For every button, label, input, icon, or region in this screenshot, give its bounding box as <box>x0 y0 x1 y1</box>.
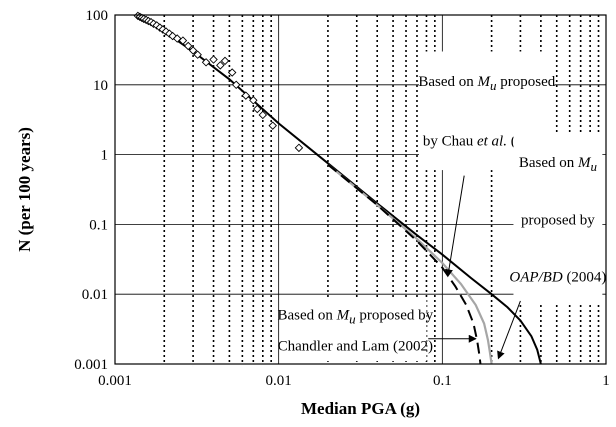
annotation-line: Based on Mu proposed by <box>277 308 433 327</box>
x-tick-label: 1 <box>602 373 610 389</box>
y-tick-label: 0.01 <box>82 287 108 303</box>
annotation-line: Based on Mu <box>519 155 598 174</box>
annotation-chandler: Based on Mu proposed by Chandler and Lam … <box>277 299 477 362</box>
annotation-line: OAP/BD (2004) <box>509 269 606 285</box>
data-point-diamond <box>231 80 241 90</box>
y-axis-title: N (per 100 years) <box>15 127 34 252</box>
y-tick-label: 0.001 <box>74 357 108 373</box>
data-point-diamond <box>227 68 237 77</box>
x-tick-label: 0.01 <box>266 373 292 389</box>
data-point-diamond <box>258 110 268 120</box>
data-point-diamond <box>201 58 211 67</box>
data-point-diamond <box>188 46 198 55</box>
data-point-diamond <box>294 143 304 153</box>
series-group <box>138 15 542 365</box>
data-point-diamond <box>168 31 177 41</box>
annotation-line: Based on Mu proposed <box>418 74 555 93</box>
plot-frame <box>114 14 607 365</box>
annotation-background <box>284 299 427 362</box>
series-line-dashed-black <box>327 163 482 365</box>
x-axis-title: Median PGA (g) <box>301 399 420 418</box>
data-point-diamond <box>268 121 277 130</box>
data-point-diamond <box>178 36 188 45</box>
y-tick-label: 1 <box>101 148 109 164</box>
data-point-diamond <box>172 34 182 43</box>
data-point-diamond <box>253 104 262 114</box>
data-point-diamond <box>220 56 230 66</box>
y-tick-label: 10 <box>93 78 108 94</box>
data-point-diamond <box>241 91 251 100</box>
x-tick-label: 0.001 <box>98 373 132 389</box>
series-line-solid-black <box>138 15 542 365</box>
data-point-diamond <box>249 96 258 105</box>
annotation-oap: Based on Mu proposed by OAP/BD (2004) <box>497 133 606 360</box>
annotation-arrow <box>444 175 465 278</box>
annotation-background <box>513 133 603 306</box>
data-point-diamond <box>193 50 202 59</box>
data-point-diamond <box>161 27 171 36</box>
data-point-diamond <box>209 55 218 64</box>
markers-group <box>133 11 304 153</box>
annotation-arrow <box>497 300 521 360</box>
data-point-diamond <box>183 41 193 51</box>
x-tick-label: 0.1 <box>433 373 452 389</box>
data-point-diamond <box>216 61 225 70</box>
annotation-line: proposed by <box>521 212 595 228</box>
y-tick-label: 0.1 <box>89 217 108 233</box>
annotation-line: Chandler and Lam (2002) <box>278 339 433 355</box>
tick-labels: 0.001 0.01 0.1 1 0.001 0.01 0.1 1 10 100 <box>74 8 610 389</box>
y-tick-label: 100 <box>86 8 109 24</box>
